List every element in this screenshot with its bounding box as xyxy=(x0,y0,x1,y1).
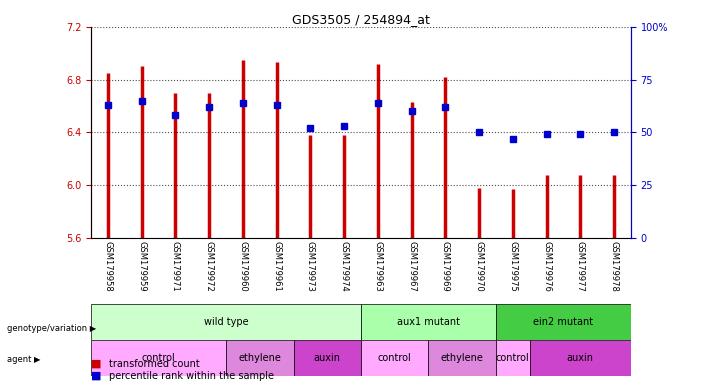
Text: control: control xyxy=(142,353,175,363)
Text: ■: ■ xyxy=(91,359,102,369)
Text: GSM179961: GSM179961 xyxy=(272,241,281,292)
Text: GSM179975: GSM179975 xyxy=(508,241,517,292)
Text: ein2 mutant: ein2 mutant xyxy=(533,317,594,327)
Text: genotype/variation ▶: genotype/variation ▶ xyxy=(7,324,96,333)
FancyBboxPatch shape xyxy=(428,340,496,376)
Title: GDS3505 / 254894_at: GDS3505 / 254894_at xyxy=(292,13,430,26)
Text: auxin: auxin xyxy=(567,353,594,363)
FancyBboxPatch shape xyxy=(530,340,631,376)
Text: GSM179974: GSM179974 xyxy=(340,241,348,292)
FancyBboxPatch shape xyxy=(294,340,361,376)
Text: GSM179972: GSM179972 xyxy=(205,241,214,292)
Text: GSM179970: GSM179970 xyxy=(475,241,484,292)
Text: GSM179960: GSM179960 xyxy=(238,241,247,292)
FancyBboxPatch shape xyxy=(361,340,428,376)
Text: agent ▶: agent ▶ xyxy=(7,354,41,364)
FancyBboxPatch shape xyxy=(361,304,496,340)
FancyBboxPatch shape xyxy=(226,340,294,376)
Text: GSM179978: GSM179978 xyxy=(610,241,618,292)
Text: control: control xyxy=(378,353,411,363)
Text: ethylene: ethylene xyxy=(238,353,281,363)
Text: GSM179971: GSM179971 xyxy=(171,241,180,292)
Text: GSM179973: GSM179973 xyxy=(306,241,315,292)
FancyBboxPatch shape xyxy=(496,304,631,340)
Text: percentile rank within the sample: percentile rank within the sample xyxy=(109,371,273,381)
Text: GSM179967: GSM179967 xyxy=(407,241,416,292)
Text: GSM179958: GSM179958 xyxy=(104,241,112,292)
Text: control: control xyxy=(496,353,530,363)
Text: GSM179969: GSM179969 xyxy=(441,241,450,292)
Text: GSM179959: GSM179959 xyxy=(137,241,147,292)
Text: GSM179977: GSM179977 xyxy=(576,241,585,292)
FancyBboxPatch shape xyxy=(496,340,530,376)
FancyBboxPatch shape xyxy=(91,340,226,376)
Text: ethylene: ethylene xyxy=(441,353,484,363)
Text: ■: ■ xyxy=(91,370,102,380)
Text: GSM179963: GSM179963 xyxy=(374,241,382,292)
FancyBboxPatch shape xyxy=(91,304,361,340)
Text: auxin: auxin xyxy=(314,353,341,363)
Text: wild type: wild type xyxy=(204,317,248,327)
Text: transformed count: transformed count xyxy=(109,359,199,369)
Text: aux1 mutant: aux1 mutant xyxy=(397,317,460,327)
Text: GSM179976: GSM179976 xyxy=(542,241,551,292)
